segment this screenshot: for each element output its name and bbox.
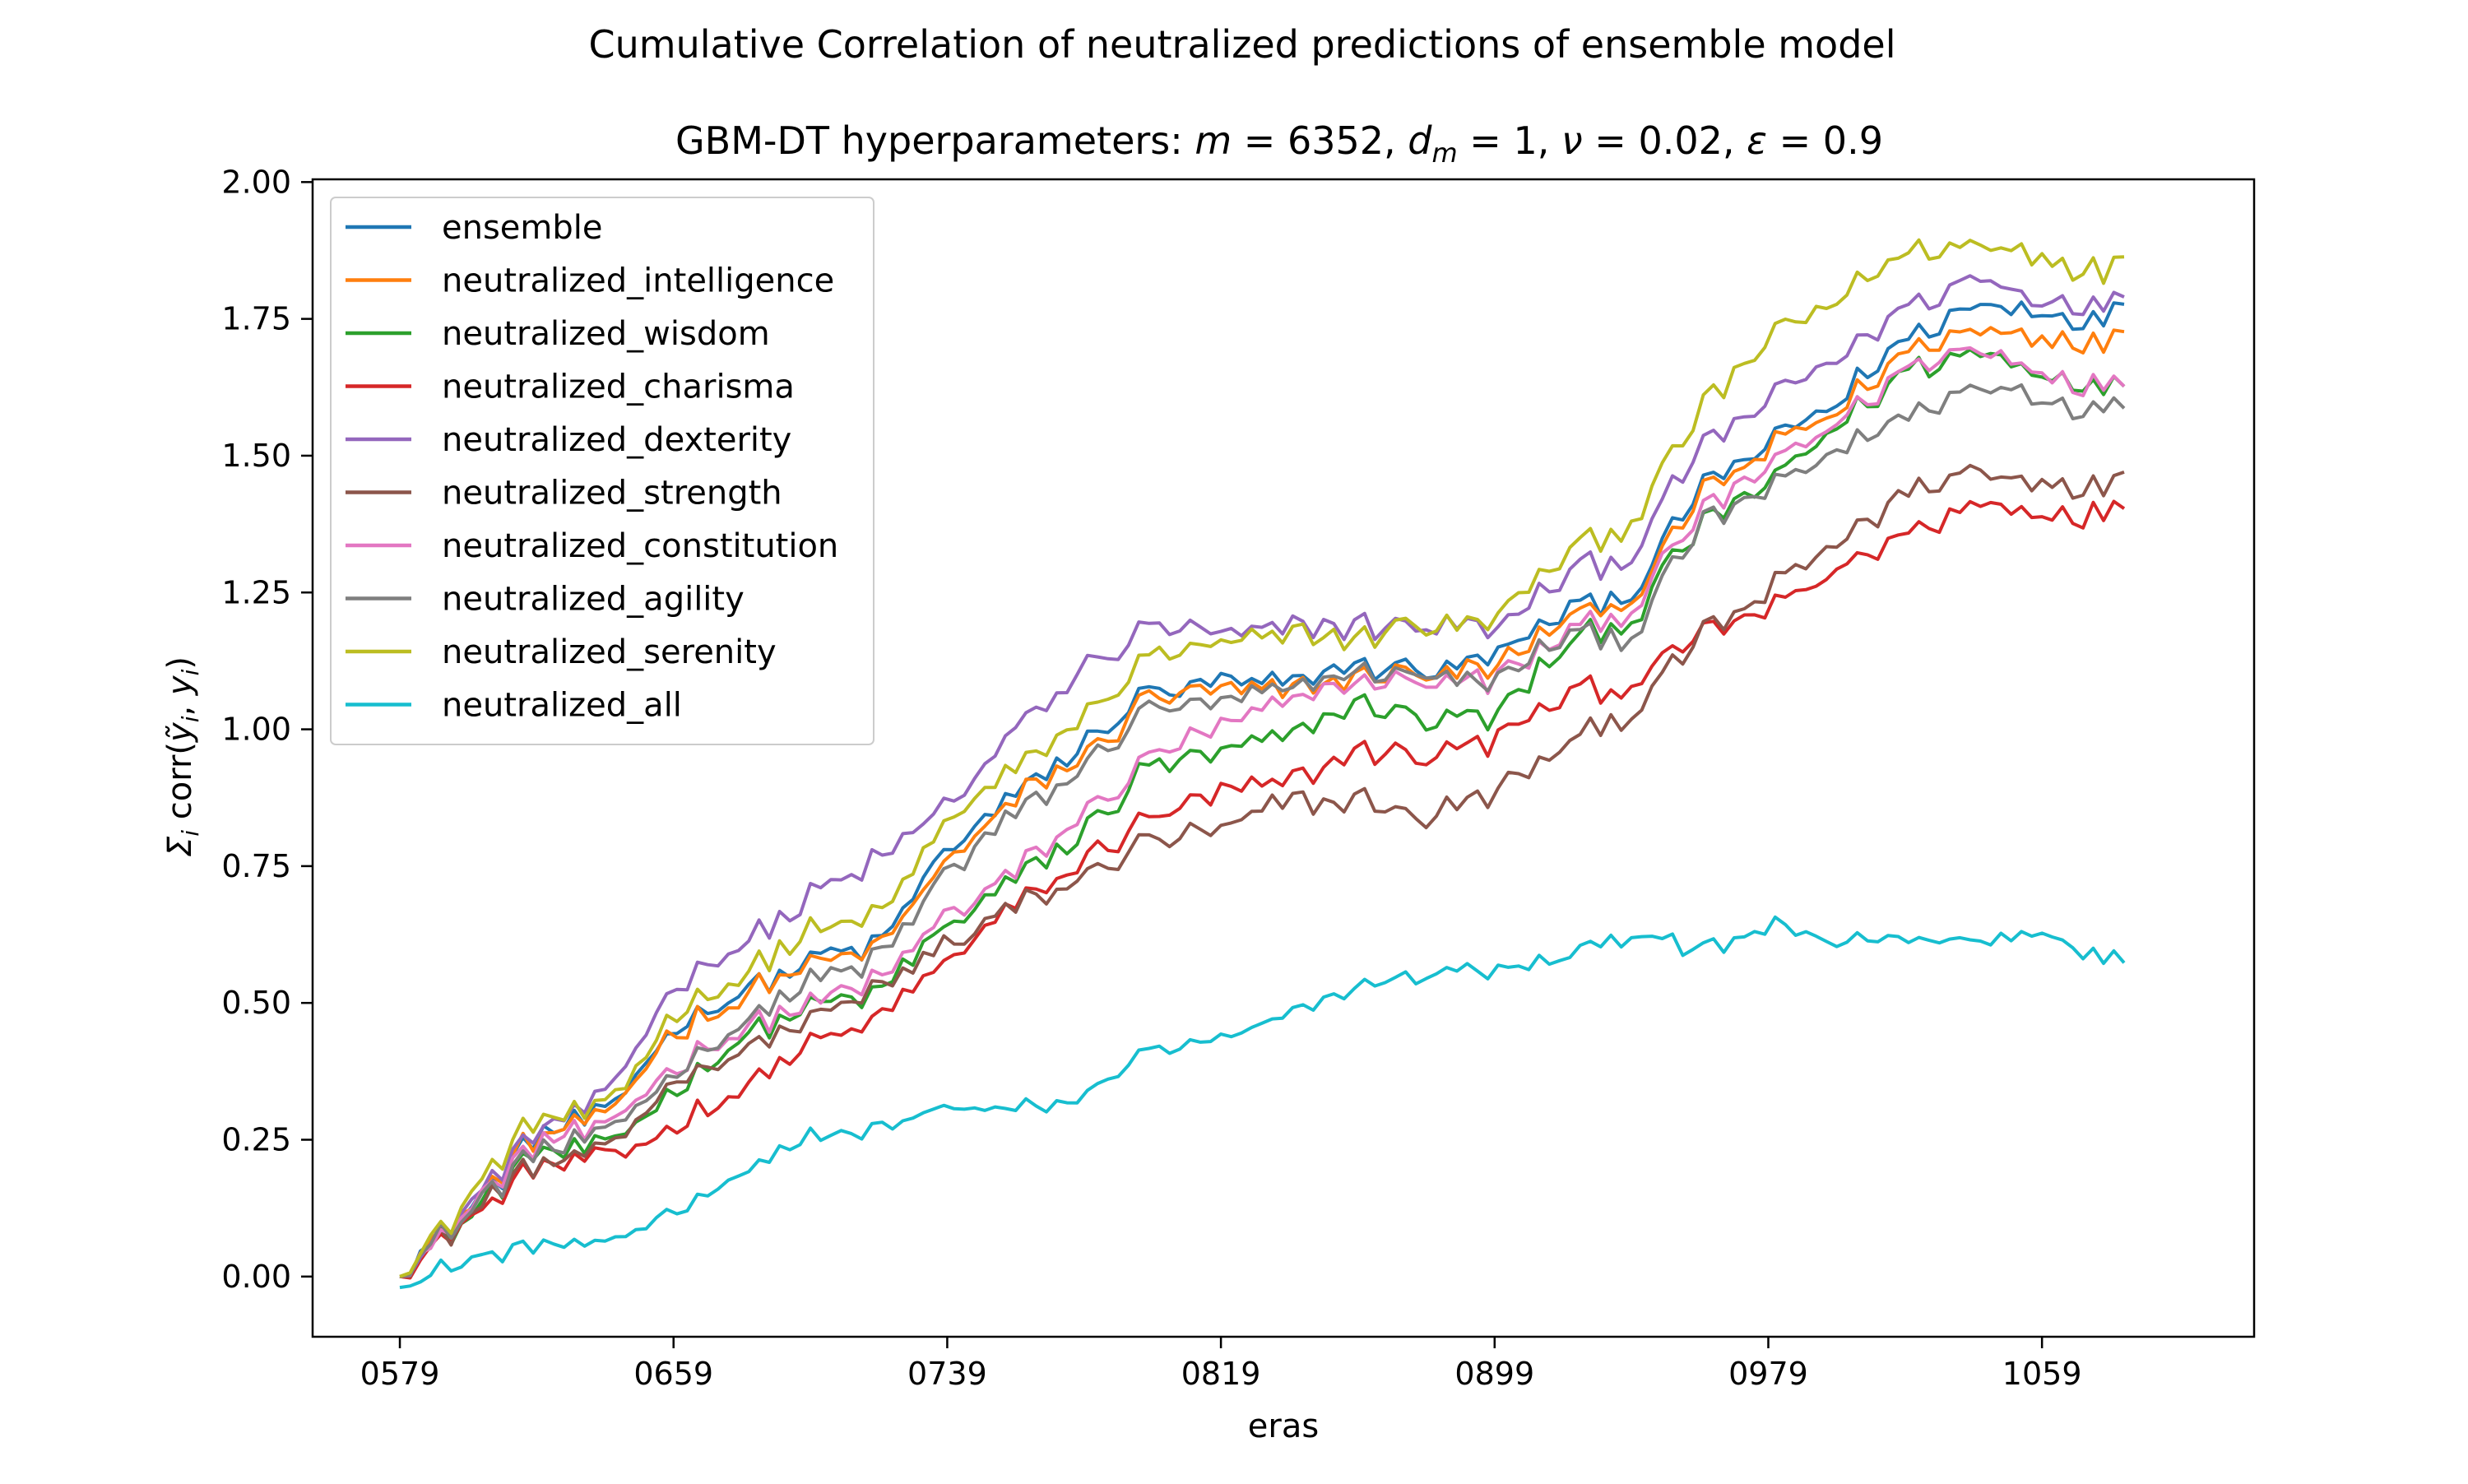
x-tick-label: 0979 xyxy=(1728,1356,1808,1392)
series-line-neutralized-intelligence xyxy=(399,326,2125,1279)
y-tick-label: 0.00 xyxy=(221,1259,291,1295)
title-eps-symbol: ε xyxy=(1747,118,1767,163)
legend-label-neutralized-intelligence: neutralized_intelligence xyxy=(442,262,834,300)
legend-label-neutralized-charisma: neutralized_charisma xyxy=(442,369,795,406)
title-prefix: GBM-DT hyperparameters: xyxy=(675,118,1195,163)
x-tick-label: 0819 xyxy=(1181,1356,1261,1392)
title-dm-sub: m xyxy=(1432,137,1458,169)
ylabel-sigma: Σ xyxy=(161,836,199,857)
x-tick-label: 0659 xyxy=(633,1356,713,1392)
title-m-symbol: m xyxy=(1195,118,1232,163)
y-axis-label: Σi corr(ỹi, yi) xyxy=(161,656,204,857)
series-line-neutralized-charisma xyxy=(399,499,2126,1280)
y-tick-label: 1.75 xyxy=(221,301,291,337)
x-tick-label: 0579 xyxy=(360,1356,440,1392)
y-axis-ticks: 0.00 0.25 0.50 0.75 1.00 1.25 1.50 1.75 2.00 xyxy=(221,164,313,1295)
y-tick-label: 0.25 xyxy=(221,1122,291,1158)
figure-suptitle: Cumulative Correlation of neutralized pr… xyxy=(589,22,1896,67)
series-line-neutralized-strength xyxy=(399,463,2125,1278)
ylabel-yhat: ỹ xyxy=(161,721,199,743)
y-tick-label: 1.00 xyxy=(221,712,291,748)
plot-frame xyxy=(311,178,2256,1338)
legend-box xyxy=(330,197,874,745)
ylabel-corr: corr( xyxy=(161,742,199,830)
series-line-neutralized-all xyxy=(399,915,2126,1290)
legend-label-neutralized-constitution: neutralized_constitution xyxy=(442,527,838,565)
series-lines xyxy=(399,238,2126,1290)
series-line-neutralized-wisdom xyxy=(399,348,2126,1279)
y-tick-label: 1.50 xyxy=(221,438,291,474)
ylabel-y: y xyxy=(161,675,199,696)
legend-label-neutralized-serenity: neutralized_serenity xyxy=(442,633,777,671)
ylabel-comma: , xyxy=(161,695,199,716)
x-tick-label: 1059 xyxy=(2002,1356,2082,1392)
legend-label-neutralized-strength: neutralized_strength xyxy=(442,475,782,512)
legend-label-neutralized-agility: neutralized_agility xyxy=(442,581,745,619)
title-m-value: = 6352, xyxy=(1232,118,1408,163)
legend-label-neutralized-dexterity: neutralized_dexterity xyxy=(442,421,791,459)
y-tick-label: 0.75 xyxy=(221,848,291,884)
legend-label-neutralized-wisdom: neutralized_wisdom xyxy=(442,315,770,353)
x-tick-label: 0899 xyxy=(1454,1356,1534,1392)
x-tick-label: 0739 xyxy=(907,1356,987,1392)
title-dm-value: = 1, xyxy=(1458,118,1561,163)
x-axis-ticks: 0579 0659 0739 0819 0899 0979 1059 xyxy=(360,1337,2082,1392)
legend-label-ensemble: ensemble xyxy=(442,209,603,247)
title-nu-value: = 0.02, xyxy=(1583,118,1747,163)
ylabel-sigma-sub: i xyxy=(177,830,204,837)
y-tick-label: 0.50 xyxy=(221,985,291,1021)
ylabel-yhat-sub: i xyxy=(177,716,204,722)
series-line-neutralized-dexterity xyxy=(399,274,2125,1278)
x-axis-label: eras xyxy=(1248,1407,1319,1445)
ylabel-y-sub: i xyxy=(177,669,204,675)
legend: ensemble neutralized_intelligence neutrali… xyxy=(330,197,874,745)
y-tick-label: 2.00 xyxy=(221,164,291,200)
series-line-neutralized-agility xyxy=(399,383,2126,1278)
y-tick-label: 1.25 xyxy=(221,574,291,610)
legend-label-neutralized-all: neutralized_all xyxy=(442,687,682,725)
ylabel-close: ) xyxy=(161,656,199,670)
title-dm-symbol: d xyxy=(1408,118,1432,163)
series-line-neutralized-serenity xyxy=(399,238,2125,1278)
title-nu-symbol: ν xyxy=(1561,118,1583,163)
title-eps-value: = 0.9 xyxy=(1767,118,1883,163)
series-line-ensemble xyxy=(399,300,2125,1279)
chart-title: GBM-DT hyperparameters: m = 6352, dm = 1… xyxy=(675,118,1883,169)
